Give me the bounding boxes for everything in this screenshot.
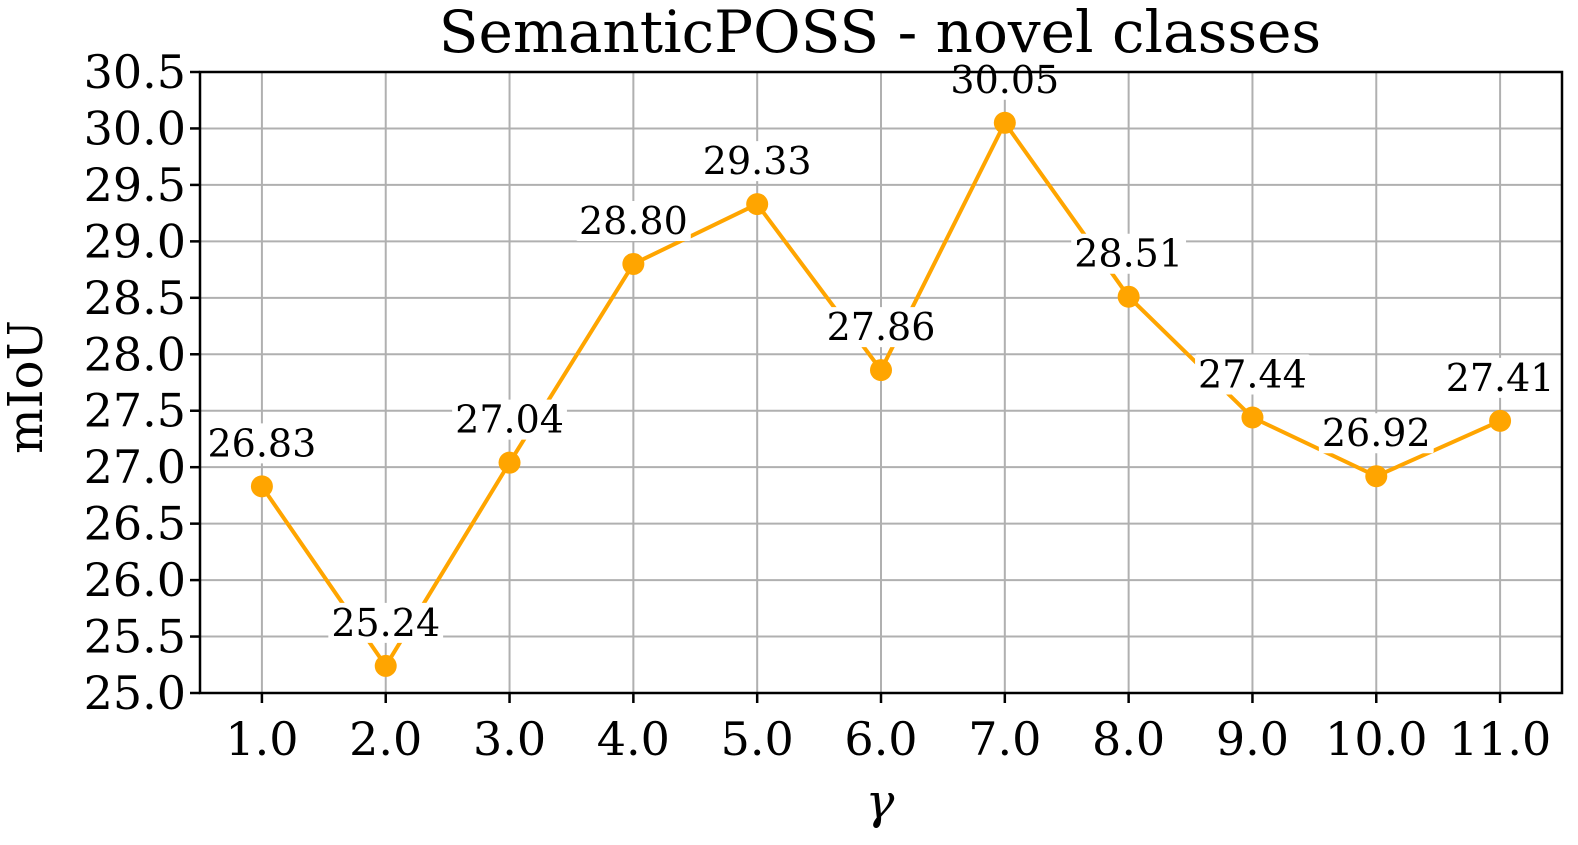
data-label: 28.51 (1074, 232, 1183, 276)
series-layer (250, 111, 1512, 677)
data-label-group: 29.33 (699, 139, 815, 183)
y-tick-label: 25.5 (84, 610, 186, 664)
data-point (746, 193, 769, 216)
data-label: 29.33 (703, 139, 812, 183)
data-label-group: 27.86 (823, 305, 939, 349)
data-label-group: 30.05 (947, 58, 1063, 102)
data-point (1489, 409, 1512, 432)
data-point (870, 359, 892, 382)
y-tick-label: 27.0 (84, 440, 186, 494)
y-axis-label: mIoU (0, 320, 54, 454)
grid (200, 71, 1562, 694)
data-label: 26.83 (208, 421, 317, 465)
x-tick-label: 3.0 (473, 712, 546, 766)
x-tick-label: 10.0 (1325, 712, 1427, 766)
data-point (622, 252, 645, 275)
data-label-background (947, 59, 1063, 100)
y-tick-label: 29.5 (84, 158, 186, 212)
y-tick-label: 30.0 (84, 101, 186, 155)
x-tick-label: 1.0 (225, 712, 298, 766)
x-axis-label: γ (866, 774, 895, 830)
data-label: 27.86 (827, 305, 936, 349)
data-label-group: 27.41 (1442, 356, 1558, 400)
data-point (1117, 285, 1140, 308)
data-label: 30.05 (950, 58, 1059, 102)
data-label-group: 26.83 (204, 421, 320, 465)
data-label-background (1071, 233, 1187, 274)
data-label: 27.04 (455, 398, 564, 442)
x-tick-label: 5.0 (721, 712, 794, 766)
data-label: 28.80 (579, 199, 688, 243)
data-label: 25.24 (331, 601, 440, 645)
data-label: 27.41 (1446, 356, 1555, 400)
y-tick-label: 30.5 (84, 45, 186, 99)
data-label-background (328, 602, 444, 643)
data-label-background (823, 307, 939, 348)
x-tick-label: 7.0 (968, 712, 1041, 766)
chart-title: SemanticPOSS - novel classes (439, 0, 1321, 66)
y-tick-label: 28.0 (84, 327, 186, 381)
data-label-group: 28.80 (575, 199, 691, 243)
data-label-group: 28.51 (1071, 232, 1187, 276)
plot-frame (198, 70, 1564, 695)
x-tick-label: 4.0 (597, 712, 670, 766)
data-label-group: 25.24 (328, 601, 444, 645)
data-label-group: 27.44 (1195, 353, 1310, 397)
data-point (498, 451, 521, 474)
x-tick-label: 9.0 (1216, 712, 1289, 766)
data-label: 27.44 (1198, 353, 1307, 397)
data-point (374, 654, 397, 677)
y-tick-label: 28.5 (84, 271, 186, 325)
data-point (1241, 406, 1264, 429)
y-axis-ticks: 25.025.526.026.527.027.528.028.529.029.5… (84, 45, 200, 720)
x-tick-label: 2.0 (349, 712, 422, 766)
x-axis-ticks: 1.0 2.0 3.0 4.0 5.0 6.0 7.0 8.0 9.0 10.0 11.0 (225, 693, 1551, 766)
y-tick-label: 27.5 (84, 384, 186, 438)
x-tick-label: 8.0 (1092, 712, 1165, 766)
data-label-group: 27.04 (452, 398, 567, 442)
y-tick-label: 26.0 (84, 553, 186, 607)
y-tick-label: 25.0 (84, 666, 186, 720)
data-label-background (575, 200, 691, 241)
data-point (993, 111, 1016, 134)
data-labels: 26.83 25.24 27.04 28.80 29.33 27.86 30.05 28.51… (204, 58, 1558, 645)
data-label-background (1195, 354, 1310, 395)
x-tick-label: 6.0 (844, 712, 917, 766)
data-point (1365, 465, 1388, 488)
data-label-background (1442, 357, 1558, 398)
data-label-background (452, 399, 567, 440)
data-label-background (204, 423, 320, 464)
data-label-background (1318, 413, 1434, 454)
y-tick-label: 29.0 (84, 214, 186, 268)
data-label-group: 26.92 (1318, 411, 1434, 455)
y-tick-label: 26.5 (84, 497, 186, 551)
data-point (250, 475, 273, 498)
x-tick-label: 11.0 (1449, 712, 1551, 766)
data-label: 26.92 (1322, 411, 1431, 455)
data-label-background (699, 141, 815, 182)
